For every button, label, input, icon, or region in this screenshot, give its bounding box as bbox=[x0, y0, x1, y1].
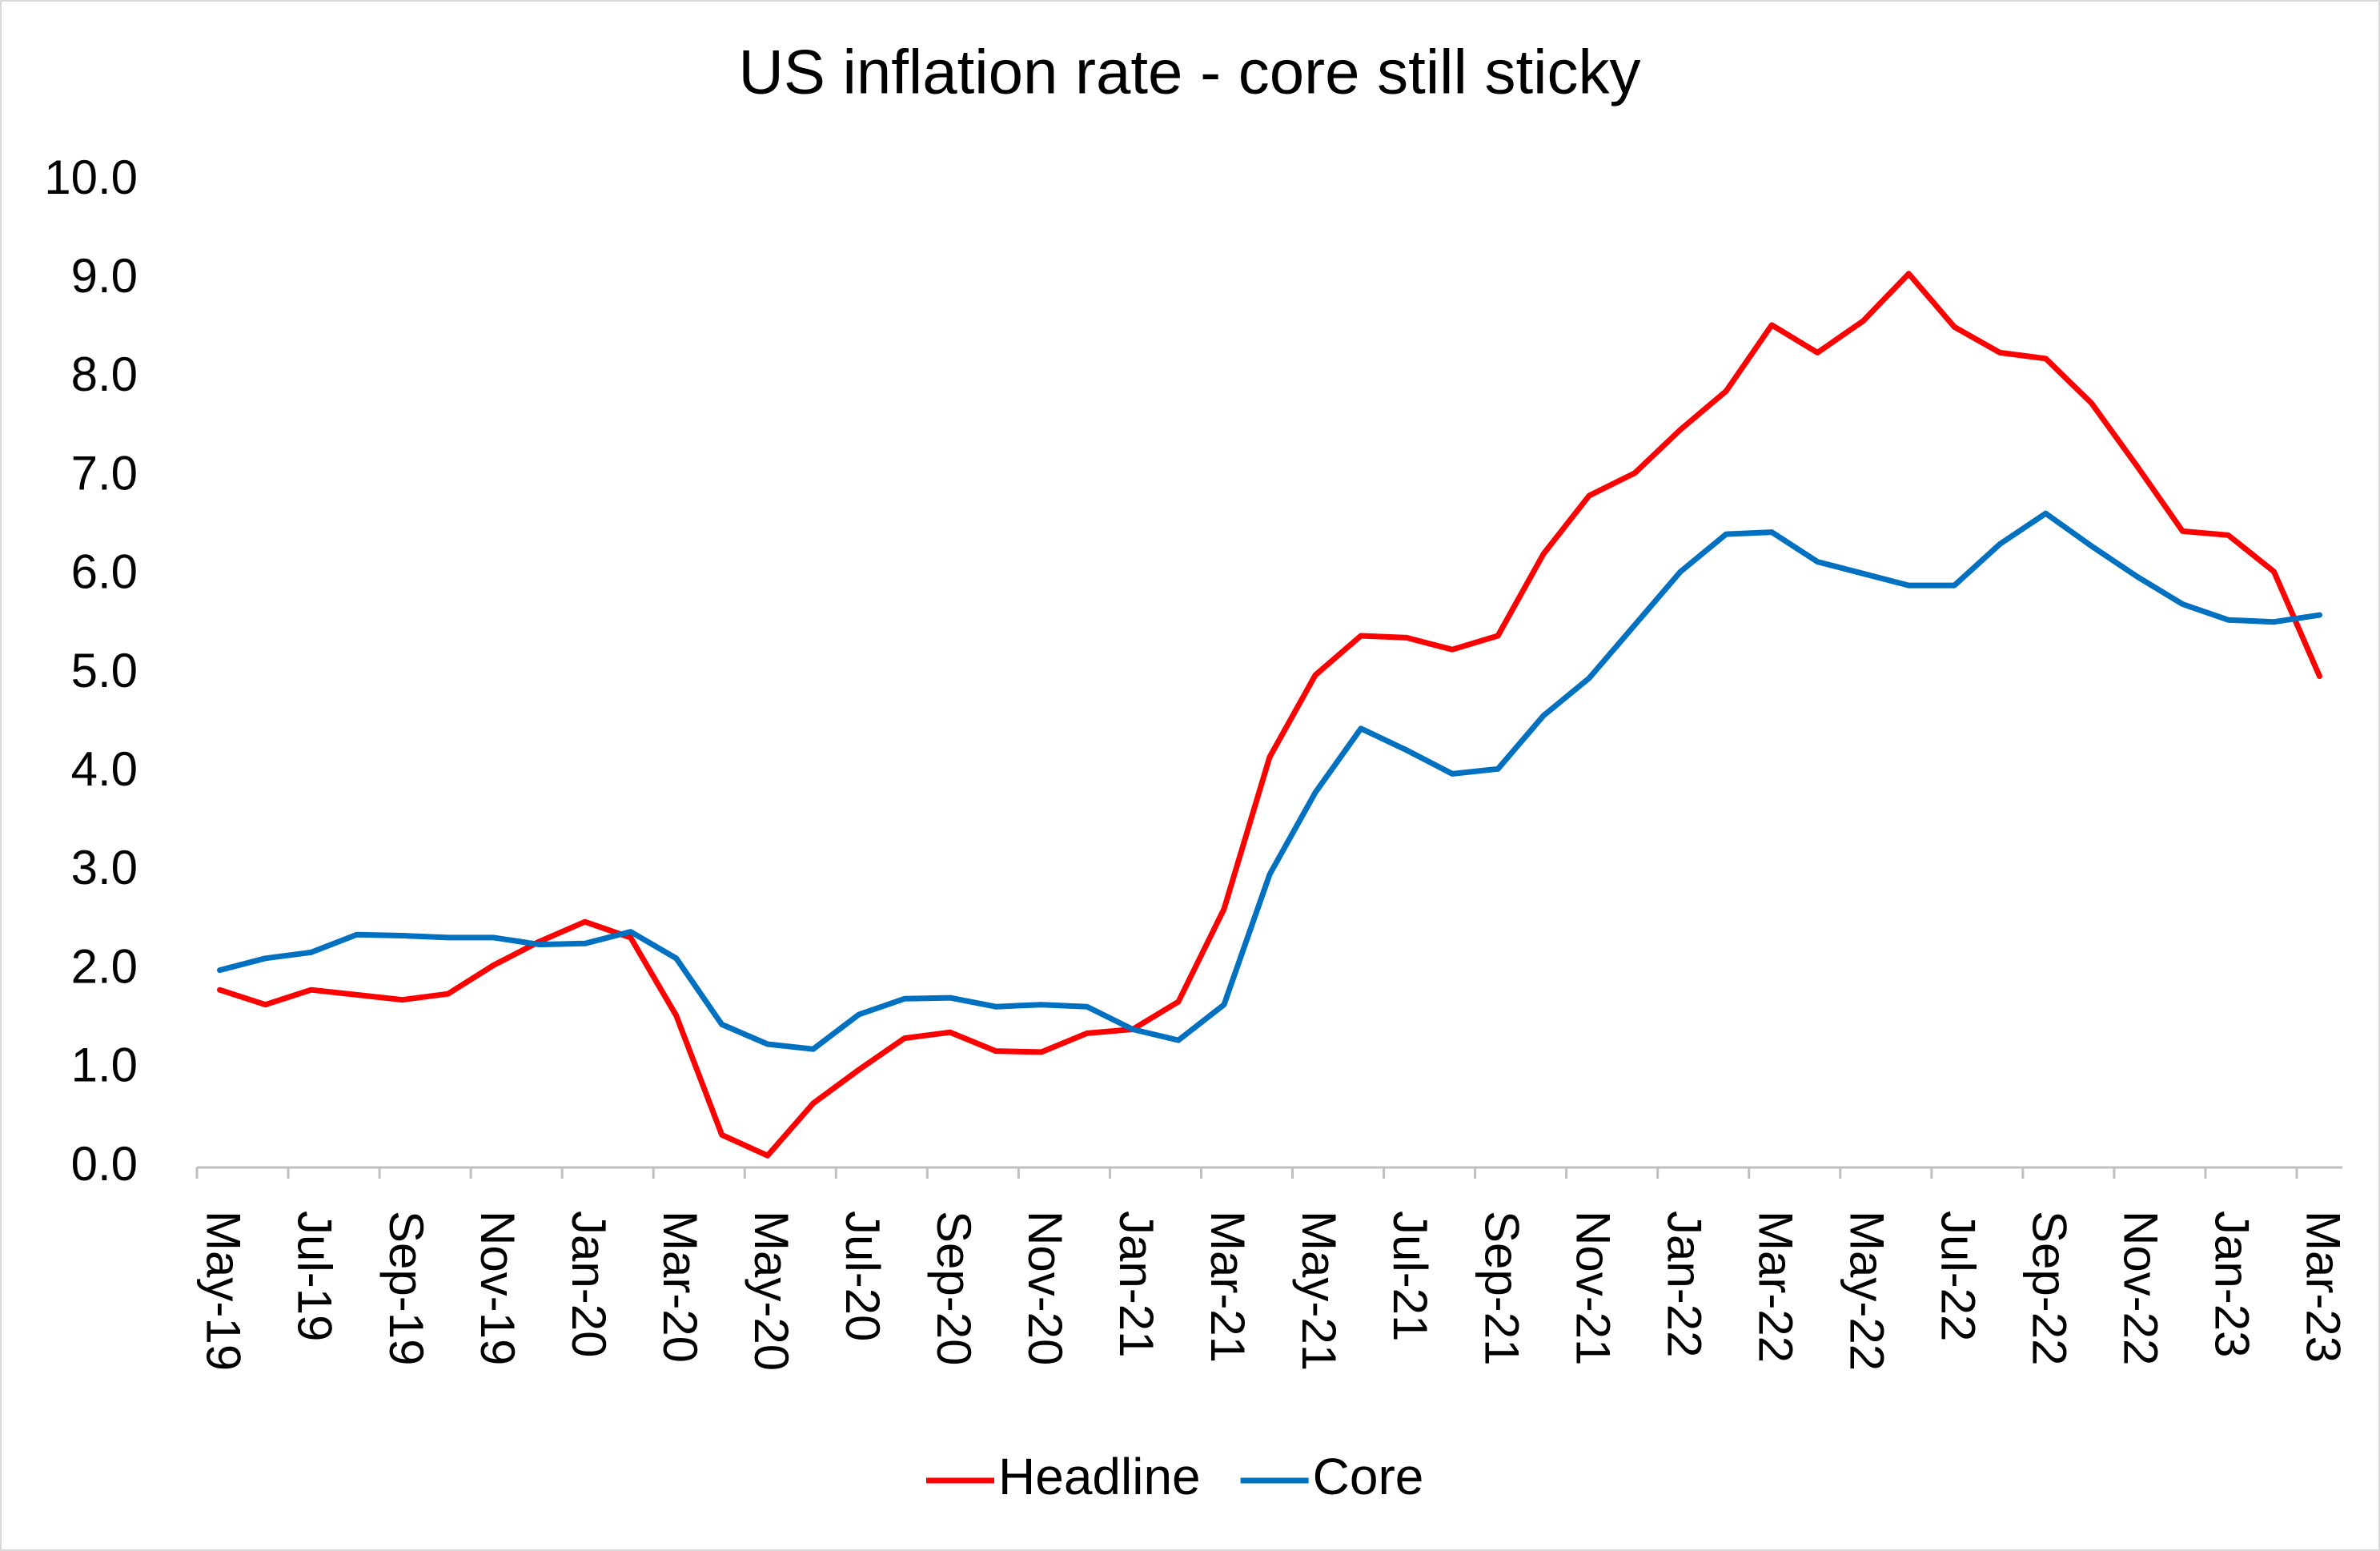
x-tick-label: Jan-22 bbox=[1657, 1211, 1711, 1357]
x-tick-label: Mar-23 bbox=[2297, 1211, 2350, 1363]
x-tick-label: Mar-22 bbox=[1748, 1211, 1802, 1363]
y-tick-label: 10.0 bbox=[44, 151, 138, 204]
x-tick-label: Mar-21 bbox=[1201, 1211, 1254, 1363]
y-tick-label: 7.0 bbox=[71, 446, 138, 500]
x-tick-label: Sep-20 bbox=[927, 1211, 981, 1365]
x-tick-label: Jul-22 bbox=[1931, 1211, 1985, 1341]
y-tick-label: 2.0 bbox=[71, 939, 138, 993]
y-tick-label: 8.0 bbox=[71, 348, 138, 401]
legend-label: Headline bbox=[998, 1448, 1201, 1505]
x-tick-label: May-19 bbox=[197, 1211, 251, 1371]
chart-title: US inflation rate - core still sticky bbox=[738, 37, 1640, 107]
x-tick-label: Nov-22 bbox=[2114, 1211, 2168, 1365]
y-tick-label: 5.0 bbox=[71, 644, 138, 697]
x-tick-label: Nov-19 bbox=[471, 1211, 524, 1365]
legend-label: Core bbox=[1313, 1448, 1424, 1505]
x-tick-label: Jul-19 bbox=[288, 1211, 342, 1341]
x-tick-label: Nov-20 bbox=[1018, 1211, 1072, 1365]
line-series bbox=[217, 271, 2322, 1159]
x-tick-label: Nov-21 bbox=[1566, 1211, 1619, 1365]
x-tick-label: May-20 bbox=[745, 1211, 798, 1371]
line-series bbox=[217, 510, 2322, 1052]
x-tick-label: Jan-23 bbox=[2205, 1211, 2259, 1357]
y-tick-label: 9.0 bbox=[71, 249, 138, 303]
y-tick-label: 6.0 bbox=[71, 545, 138, 599]
y-tick-label: 1.0 bbox=[71, 1039, 138, 1092]
x-tick-label: Jan-20 bbox=[562, 1211, 616, 1357]
x-tick-label: Sep-21 bbox=[1475, 1211, 1528, 1365]
x-tick-label: Mar-20 bbox=[653, 1211, 707, 1363]
x-tick-label: May-22 bbox=[1840, 1211, 1893, 1371]
x-tick-label: Sep-22 bbox=[2023, 1211, 2077, 1365]
x-tick-label: Jul-21 bbox=[1383, 1211, 1437, 1341]
x-tick-label: Jan-21 bbox=[1110, 1211, 1163, 1357]
x-tick-label: Jul-20 bbox=[836, 1211, 889, 1341]
x-tick-label: May-21 bbox=[1292, 1211, 1346, 1371]
y-tick-label: 3.0 bbox=[71, 841, 138, 894]
y-tick-label: 4.0 bbox=[71, 742, 138, 796]
x-tick-label: Sep-19 bbox=[379, 1211, 433, 1365]
y-tick-label: 0.0 bbox=[71, 1137, 138, 1191]
